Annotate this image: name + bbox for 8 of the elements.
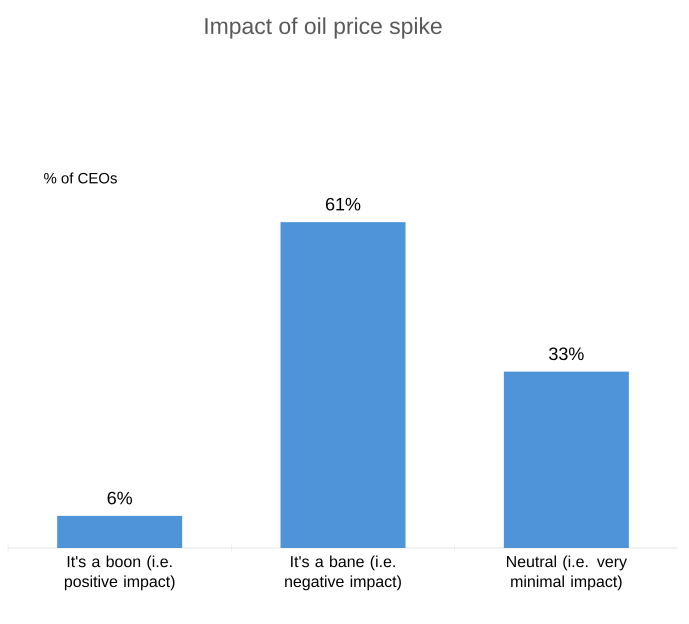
x-tick-label: It's a bane (i.e. negative impact) [285,556,401,590]
data-label: 61% [326,198,360,211]
data-label: 6% [108,492,132,504]
x-tick-label: It's a boon (i.e. positive impact) [64,556,174,590]
data-label: 33% [549,347,584,360]
x-tick-label: Neutral (i.e. very minimal impact) [506,556,627,590]
chart-title: Impact of oil price spike [205,17,442,39]
y-axis-title: % of CEOs [44,172,117,184]
